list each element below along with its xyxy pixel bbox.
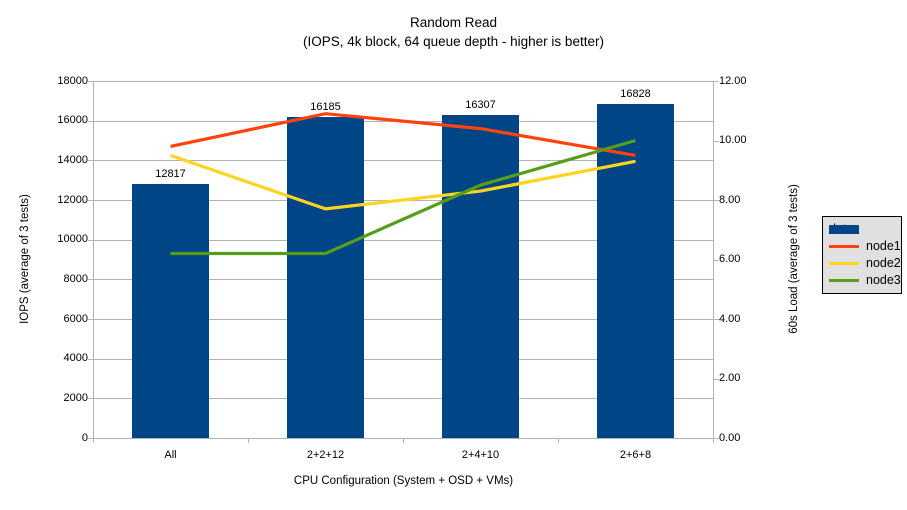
legend-line-swatch: [829, 262, 859, 265]
chart-title: Random Read: [409, 15, 498, 30]
legend: datanode1 node2 node3: [822, 216, 902, 294]
y-tick-label-left: 8000: [63, 272, 88, 285]
left-axis-tick-mark: [88, 160, 93, 161]
x-axis-tick-mark: [713, 439, 714, 443]
bar: [597, 104, 674, 438]
y-tick-label-right: 2.00: [719, 372, 741, 384]
right-axis-tick-mark: [714, 379, 719, 380]
y-tick-label-left: 18000: [57, 74, 88, 87]
y-tick-label-right: 4.00: [719, 312, 741, 325]
chart-title-block: Random Read (IOPS, 4k block, 64 queue de…: [0, 13, 907, 51]
x-category-label: 2+2+12: [306, 449, 345, 461]
legend-item-label: node3: [866, 273, 901, 287]
gridline: [94, 398, 713, 400]
right-axis-tick-mark: [714, 200, 719, 201]
legend-item-node3: node3: [829, 272, 901, 289]
y-tick-label-left: 16000: [57, 114, 88, 127]
y-tick-label-left: 0: [81, 431, 88, 444]
bar-value-label: 16185: [310, 101, 341, 113]
y-tick-label-left: 2000: [63, 391, 88, 404]
y-tick-label-left: 10000: [57, 233, 88, 246]
y-tick-label-left: 14000: [57, 153, 88, 166]
bar-value-label: 12817: [155, 167, 186, 180]
x-category-label: 2+6+8: [619, 449, 652, 461]
bar-value-label: 16828: [620, 88, 651, 101]
right-axis-tick-mark: [714, 319, 719, 320]
left-axis-tick-mark: [88, 240, 93, 241]
y-tick-label-right: 0.00: [719, 431, 741, 444]
y-tick-label-right: 12.00: [719, 74, 747, 87]
legend-item-node2: node2: [829, 255, 901, 272]
legend-item-node1: node1: [829, 238, 901, 255]
y-tick-label-right: 6.00: [719, 253, 741, 265]
x-axis-tick-mark: [248, 439, 249, 443]
left-axis-title: IOPS (average of 3 tests): [19, 194, 31, 324]
left-axis-tick-mark: [88, 279, 93, 280]
right-axis-title: 60s Load (average of 3 tests): [788, 184, 800, 334]
bar: [132, 183, 209, 438]
left-axis-tick-mark: [88, 121, 93, 122]
left-axis-tick-mark: [88, 359, 93, 360]
right-axis-tick-mark: [714, 438, 719, 439]
x-axis-tick-mark: [403, 439, 404, 443]
y-tick-label-right: 8.00: [719, 193, 741, 206]
left-axis-tick-mark: [88, 319, 93, 320]
x-category-label: 2+4+10: [461, 449, 500, 461]
left-axis-tick-mark: [88, 398, 93, 399]
left-axis-tick-mark: [88, 81, 93, 82]
legend-bar-swatch: [829, 225, 859, 234]
y-tick-label-right: 10.00: [719, 134, 747, 146]
x-axis-tick-mark: [93, 439, 94, 443]
gridline: [94, 358, 713, 360]
legend-item-label: node2: [866, 256, 901, 270]
left-axis-tick-mark: [88, 200, 93, 201]
legend-item-data: data: [829, 221, 901, 238]
bar: [442, 114, 519, 438]
x-category-label: All: [164, 449, 177, 461]
bar-value-label: 16307: [465, 98, 496, 111]
y-tick-label-left: 6000: [63, 312, 88, 325]
legend-item-label: node1: [866, 239, 901, 253]
gridline: [94, 319, 713, 320]
y-tick-label-left: 4000: [63, 352, 88, 365]
legend-line-swatch: [829, 279, 859, 282]
x-axis-title: CPU Configuration (System + OSD + VMs): [293, 475, 514, 487]
right-axis-tick-mark: [714, 81, 719, 82]
chart-subtitle: (IOPS, 4k block, 64 queue depth - higher…: [303, 34, 604, 49]
x-axis-tick-mark: [558, 439, 559, 443]
right-axis-tick-mark: [714, 141, 719, 142]
right-axis-tick-mark: [714, 260, 719, 261]
y-tick-label-left: 12000: [57, 193, 88, 206]
legend-line-swatch: [829, 245, 859, 248]
left-axis-tick-mark: [88, 438, 93, 439]
bar: [287, 117, 364, 438]
gridline: [94, 279, 713, 281]
